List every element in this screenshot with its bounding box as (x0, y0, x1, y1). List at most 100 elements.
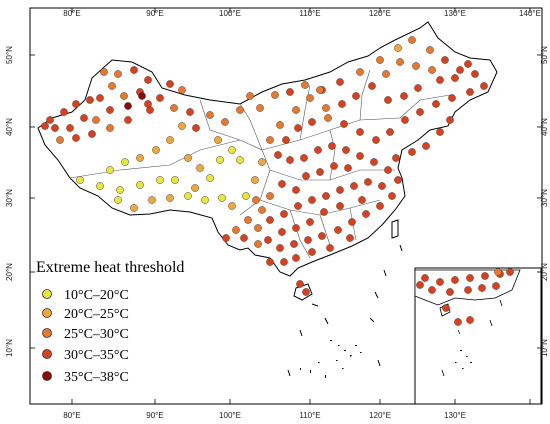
station-dot (448, 94, 456, 102)
station-dot (492, 282, 500, 290)
legend-label: 10°C–20°C (64, 288, 129, 303)
station-dot (152, 146, 160, 154)
station-dot (251, 176, 259, 184)
south-china-sea-islands (300, 340, 362, 378)
station-dot (428, 286, 436, 294)
station-dot (292, 224, 300, 232)
station-dot (246, 92, 254, 100)
station-dot (416, 108, 424, 116)
station-dot (384, 166, 392, 174)
station-dot (376, 202, 384, 210)
station-dot (388, 192, 396, 200)
station-dot (254, 224, 262, 232)
station-dot (41, 122, 49, 130)
station-dot (348, 218, 356, 226)
station-dot (256, 104, 264, 112)
station-dot (344, 164, 352, 172)
y-tick-label: 30°N (5, 189, 14, 207)
station-dot (408, 148, 416, 156)
station-dot (294, 124, 302, 132)
map-frame (29, 7, 543, 405)
station-dot (356, 152, 364, 160)
station-dot (372, 136, 380, 144)
station-dot (114, 70, 122, 78)
station-dot (280, 210, 288, 218)
legend-label: 35°C–38°C (64, 370, 129, 385)
station-dot (236, 106, 244, 114)
station-dot (376, 56, 384, 64)
x-tick-label-bottom: 100°E (219, 411, 241, 420)
station-dot (240, 234, 248, 242)
x-tick-labels: 80°E 90°E 100°E 110°E 120°E 130°E 140°E … (63, 9, 541, 420)
station-dot (201, 196, 209, 204)
station-dot (342, 146, 350, 154)
station-dot (136, 181, 144, 189)
station-dot (336, 202, 344, 210)
station-dot (394, 44, 402, 52)
station-dot (86, 96, 94, 104)
station-dot (92, 116, 100, 124)
legend-item: 25°C–30°C (42, 327, 129, 342)
legend-swatch (42, 308, 52, 318)
x-tick-label-bottom: 120°E (369, 411, 391, 420)
station-dot (352, 92, 360, 100)
y-tick-label: 50°N (5, 46, 14, 64)
station-dot (228, 202, 236, 210)
station-dot (301, 81, 309, 89)
station-dot (336, 78, 344, 86)
station-dot (446, 288, 454, 296)
legend-swatch (42, 371, 52, 381)
station-dot (294, 202, 302, 210)
station-dot (124, 102, 132, 110)
station-dot (56, 136, 64, 144)
station-dot (286, 88, 294, 96)
station-dot (258, 206, 266, 214)
station-dot (334, 226, 342, 234)
station-dot (236, 156, 244, 164)
y-tick-label: 40°N (5, 118, 14, 136)
x-tick-label: 120°E (369, 9, 391, 18)
station-dot (382, 70, 390, 78)
y-tick-label-right: 10°N (540, 339, 549, 357)
legend-swatch (42, 328, 52, 338)
legend-title: Extreme heat threshold (36, 259, 184, 276)
station-dot (338, 100, 346, 108)
station-dot (106, 166, 114, 174)
station-dot (156, 94, 164, 102)
y-tick-label-right: 20°N (540, 263, 549, 281)
station-dot (144, 100, 152, 108)
station-dot (370, 158, 378, 166)
station-dot (300, 154, 308, 162)
station-dot (106, 124, 114, 132)
station-dot (156, 176, 164, 184)
station-dot (254, 240, 262, 248)
station-dot (401, 116, 409, 124)
station-dot (414, 84, 422, 92)
province-borders (69, 69, 451, 259)
station-dot (356, 128, 364, 136)
legend-item: 10°C–20°C (42, 288, 129, 303)
station-dot (336, 186, 344, 194)
station-dot (192, 124, 200, 132)
station-dot (368, 82, 376, 90)
station-dot (206, 174, 214, 182)
station-dot (96, 182, 104, 190)
station-dot (184, 192, 192, 200)
station-dot (314, 146, 322, 154)
legend-item: 20°C–25°C (42, 307, 129, 322)
station-dot (191, 184, 199, 192)
station-dot (494, 268, 502, 276)
station-dot (244, 216, 252, 224)
station-dot (130, 66, 138, 74)
station-dot (478, 284, 486, 292)
station-dot (100, 68, 108, 76)
station-dot (320, 208, 328, 216)
station-dot (506, 268, 514, 276)
station-dot (358, 196, 366, 204)
station-dot (166, 194, 174, 202)
station-dot (350, 182, 358, 190)
station-dot (258, 158, 266, 166)
station-dot (330, 162, 338, 170)
station-dot (266, 216, 274, 224)
station-dot (316, 168, 324, 176)
